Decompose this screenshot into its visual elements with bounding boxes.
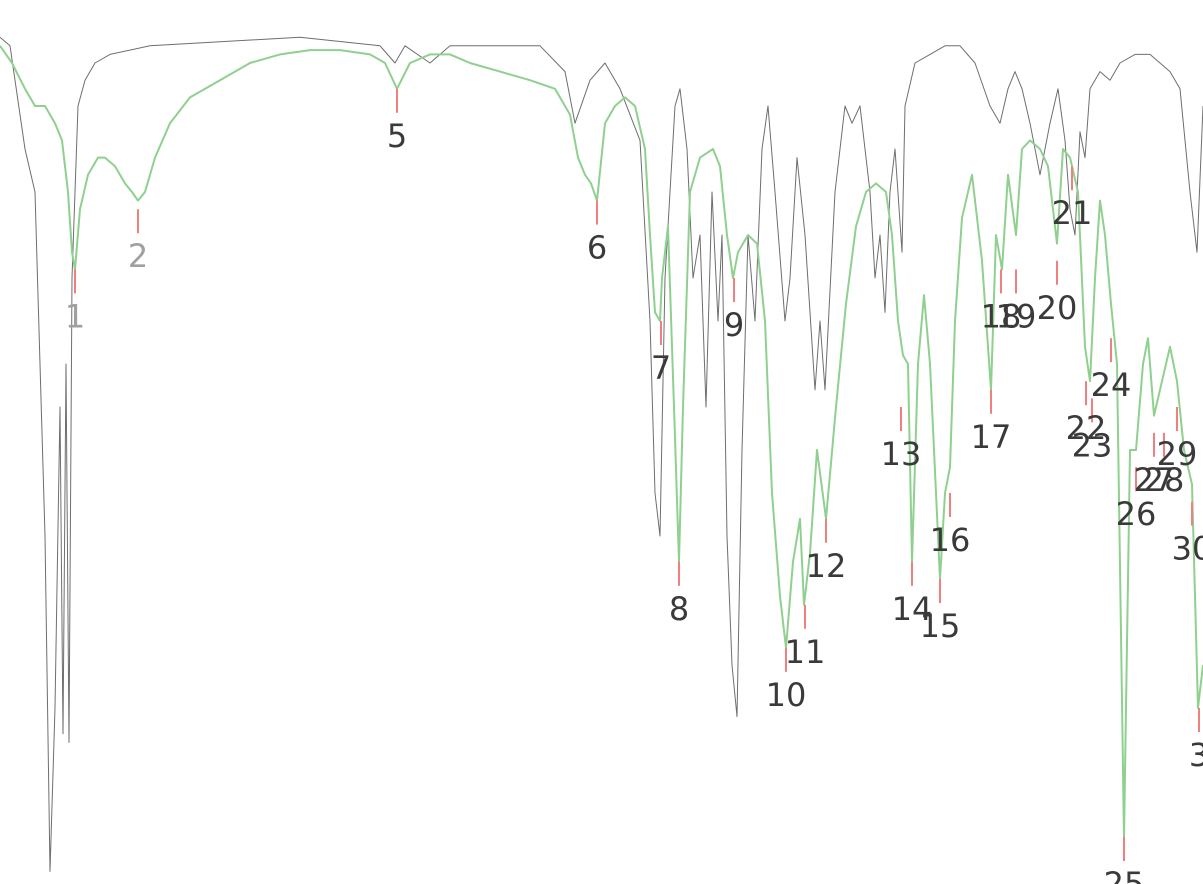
peak-label-5: 5 [387,117,407,155]
peak-label-19: 19 [996,297,1037,335]
peak-label-15: 15 [920,607,961,645]
peak-label-23: 23 [1072,426,1113,464]
peak-label-12: 12 [806,547,847,585]
peak-label-1: 1 [65,297,85,335]
peak-markers [74,88,1200,861]
peak-label-2: 2 [128,237,148,275]
peak-label-17: 17 [971,418,1012,456]
peak-label-29: 29 [1157,435,1198,473]
peak-label-24: 24 [1091,366,1132,404]
peak-label-22: 22 [1066,409,1107,447]
peak-label-7: 7 [651,349,671,387]
peak-label-27: 27 [1134,461,1175,499]
peak-label-10: 10 [766,676,807,714]
peak-label-8: 8 [669,590,689,628]
peak-label-3: 3 [1189,736,1203,774]
reference-spectrum-line [0,36,1203,872]
peak-label-30: 30 [1172,530,1203,568]
peak-label-26: 26 [1116,495,1157,533]
peak-label-21: 21 [1052,194,1093,232]
sample-spectrum-line [0,45,1203,838]
peak-label-13: 13 [881,435,922,473]
peak-label-9: 9 [724,306,744,344]
series-lines [0,36,1203,872]
peak-label-11: 11 [785,633,826,671]
peak-label-18: 18 [981,297,1022,335]
peak-label-20: 20 [1037,289,1078,327]
peak-label-14: 14 [892,590,933,628]
peak-label-25: 25 [1104,865,1145,884]
peak-label-16: 16 [930,521,971,559]
peak-label-6: 6 [587,229,607,267]
peak-label-28: 28 [1144,461,1185,499]
